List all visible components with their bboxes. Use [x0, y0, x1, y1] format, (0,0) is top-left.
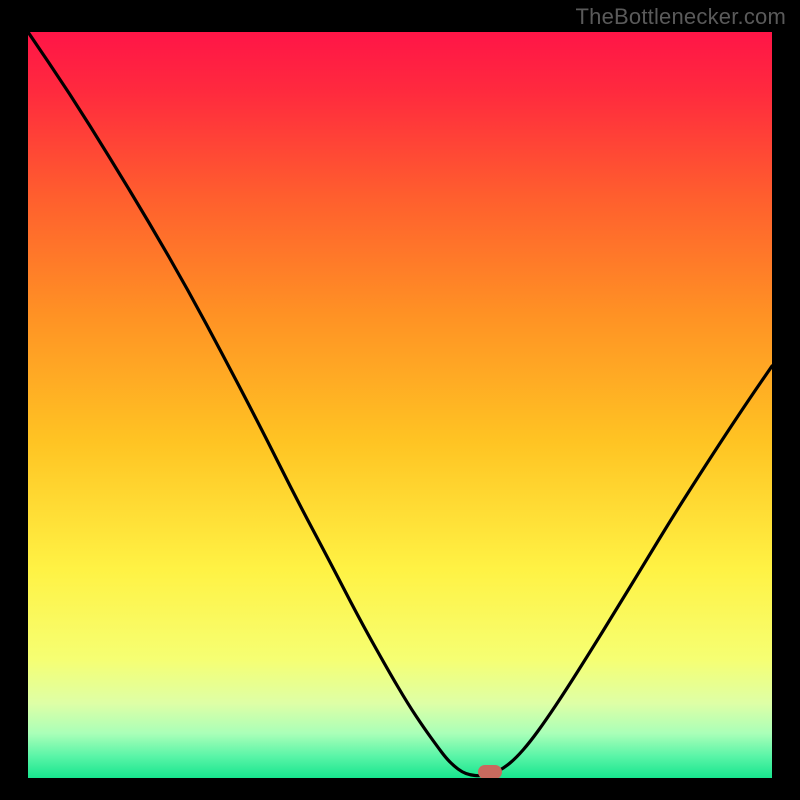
gradient-background	[28, 32, 772, 778]
plot-area	[28, 32, 772, 778]
chart-frame: TheBottlenecker.com	[0, 0, 800, 800]
watermark-text: TheBottlenecker.com	[576, 4, 786, 30]
optimum-marker	[478, 765, 502, 779]
